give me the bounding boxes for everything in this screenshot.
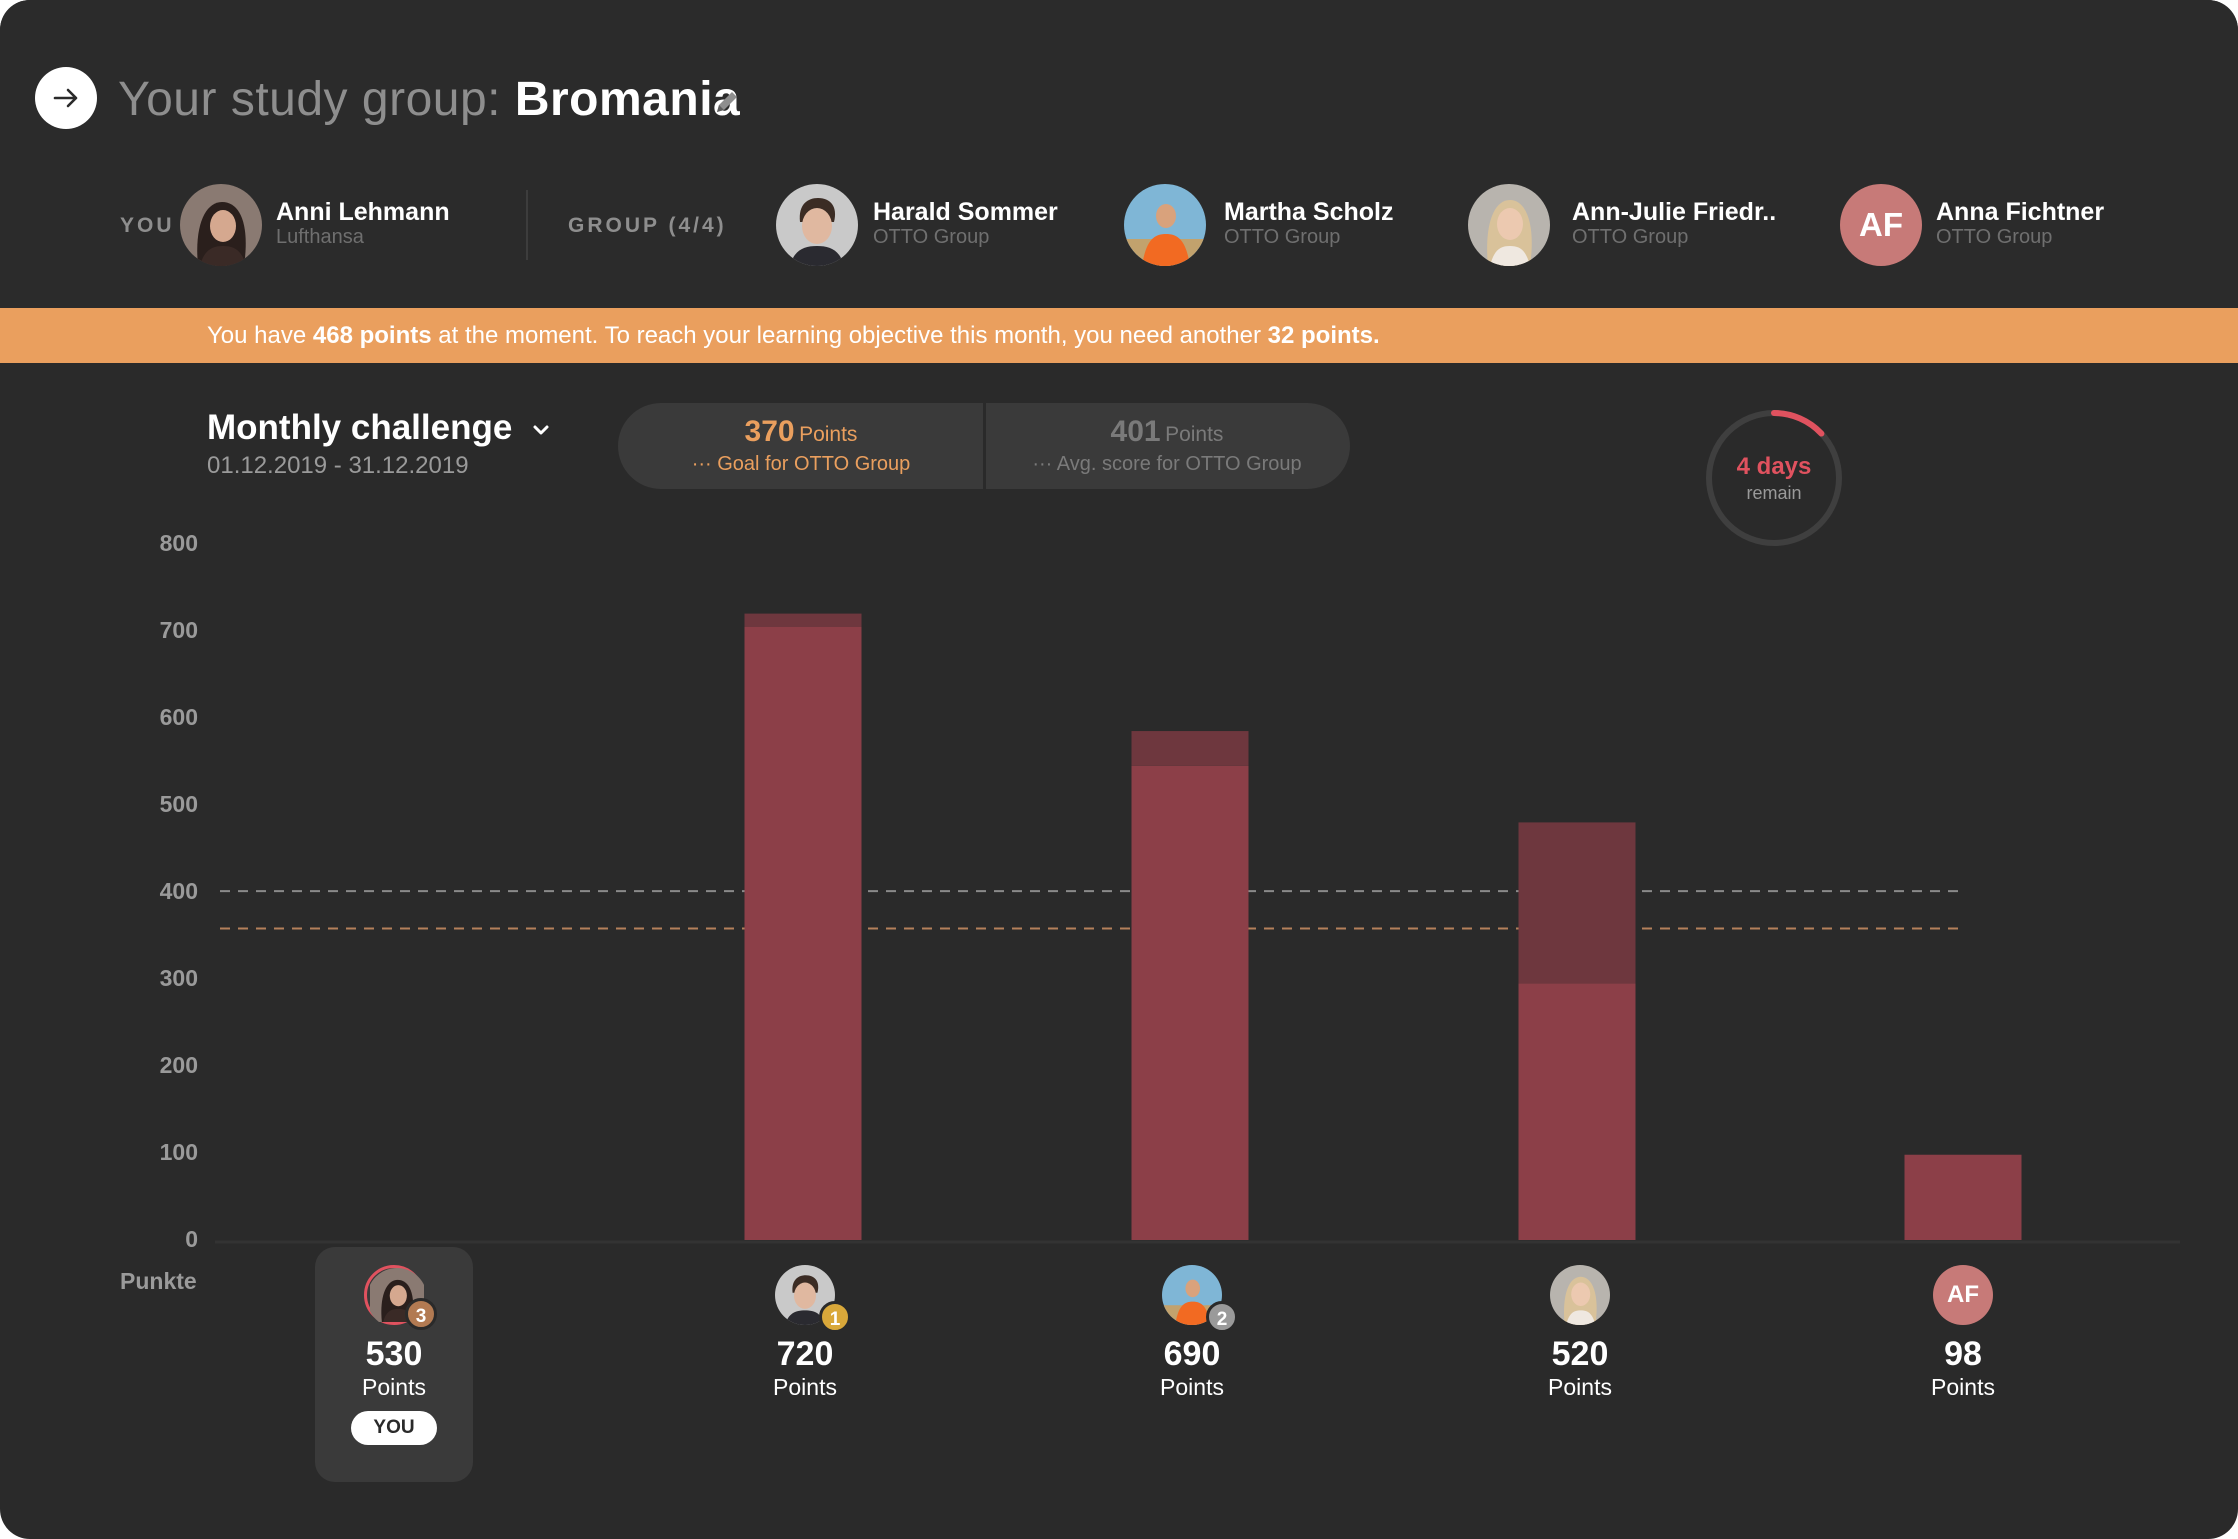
y-tick-label: 0 <box>185 1226 198 1252</box>
divider <box>526 190 528 260</box>
avatar[interactable] <box>776 184 858 266</box>
goal-stat[interactable]: 370 Points ··· Goal for OTTO Group <box>618 415 984 476</box>
bar-chart <box>215 613 2180 1244</box>
y-tick-label: 200 <box>159 1052 198 1078</box>
member-name: Anna Fichtner <box>1936 198 2105 226</box>
dotted-line-icon: ··· <box>1032 453 1053 475</box>
player-card[interactable]: 1 720 Points <box>715 1265 895 1401</box>
player-card[interactable]: 3 530 Points YOU <box>304 1265 484 1445</box>
y-tick-label: 700 <box>159 617 198 643</box>
avatar: 1 <box>775 1265 851 1333</box>
avatar[interactable]: AF <box>1840 184 1922 266</box>
player-points-unit: Points <box>1931 1374 1995 1400</box>
rank-badge: 2 <box>1206 1301 1238 1333</box>
y-tick-label: 500 <box>159 791 198 817</box>
avatar: AF <box>1933 1265 1993 1325</box>
header: Your study group: Bromania YOU Anni Lehm… <box>0 0 2238 308</box>
group-label: GROUP (4/4) <box>568 214 727 237</box>
player-points-unit: Points <box>773 1374 837 1400</box>
member-org: Lufthansa <box>276 226 364 248</box>
avatar <box>1550 1265 1610 1325</box>
bar-base[interactable] <box>1904 1154 2022 1240</box>
bar-base[interactable] <box>744 626 862 1240</box>
y-tick-label: 100 <box>159 1139 198 1165</box>
goal-value: 370 <box>744 415 795 448</box>
player-points-unit: Points <box>362 1374 426 1400</box>
dotted-line-icon: ··· <box>691 453 712 475</box>
avg-unit: Points <box>1165 423 1224 446</box>
banner-points-now: 468 points <box>312 322 432 349</box>
bar-top-segment[interactable] <box>1518 822 1636 984</box>
y-tick-label: 300 <box>159 965 198 991</box>
goal-unit: Points <box>799 423 858 446</box>
chevron-down-icon <box>533 425 549 435</box>
banner-text: at the moment. To reach your learning ob… <box>431 322 1268 349</box>
member-org: OTTO Group <box>1224 226 1341 248</box>
banner-text: You have <box>207 322 313 349</box>
avatar: 3 <box>364 1265 437 1330</box>
goal-desc: Goal for OTTO Group <box>717 453 911 475</box>
members-bar: YOU Anni Lehmann Lufthansa GROUP (4/4) <box>0 180 2238 272</box>
divider <box>983 403 986 489</box>
bar-base[interactable] <box>1131 765 1249 1240</box>
bar-base[interactable] <box>1518 983 1636 1240</box>
back-button[interactable] <box>35 67 97 129</box>
player-card[interactable]: AF 98 Points <box>1873 1265 2053 1401</box>
player-points: 530 <box>365 1335 423 1373</box>
rank-badge: 3 <box>405 1298 437 1330</box>
player-card[interactable]: 520 Points <box>1490 1265 1670 1401</box>
rank-badge: 1 <box>819 1301 851 1333</box>
avatar-initials: AF <box>1859 206 1903 243</box>
member-org: OTTO Group <box>1572 226 1689 248</box>
avatar-initials: AF <box>1947 1281 1979 1308</box>
title-prefix: Your study group: <box>118 73 501 126</box>
player-points: 690 <box>1163 1335 1221 1373</box>
arrow-right-icon <box>53 88 78 108</box>
avg-value: 401 <box>1110 415 1161 448</box>
countdown-remain: remain <box>1746 483 1802 503</box>
countdown: 4 days remain <box>1704 408 1844 548</box>
member-org: OTTO Group <box>873 226 990 248</box>
member-name: Ann-Julie Friedr.. <box>1572 198 1777 226</box>
pencil-icon[interactable] <box>710 85 744 119</box>
y-axis-label: Punkte <box>120 1268 197 1294</box>
points-banner: You have 468 points at the moment. To re… <box>0 308 2238 363</box>
group-name: Bromania <box>514 73 741 126</box>
bar-top-segment[interactable] <box>1131 731 1249 766</box>
challenge-dropdown[interactable]: Monthly challenge <box>207 408 552 448</box>
countdown-ring <box>1706 410 1842 546</box>
bar-top-segment[interactable] <box>744 613 862 627</box>
you-label: YOU <box>120 214 175 237</box>
player-points: 520 <box>1551 1335 1609 1373</box>
player-points: 720 <box>776 1335 834 1373</box>
countdown-days: 4 days <box>1736 453 1812 480</box>
y-tick-label: 400 <box>159 878 198 904</box>
stats-pill: 370 Points ··· Goal for OTTO Group 401 P… <box>618 403 1350 489</box>
avatar[interactable] <box>1468 184 1550 266</box>
challenge-title: Monthly challenge <box>207 408 513 447</box>
banner-points-needed: 32 points. <box>1267 322 1380 349</box>
member-name: Anni Lehmann <box>276 198 450 226</box>
avg-stat[interactable]: 401 Points ··· Avg. score for OTTO Group <box>984 415 1350 476</box>
avatar: 2 <box>1162 1265 1238 1333</box>
player-points-unit: Points <box>1548 1374 1612 1400</box>
player-points: 98 <box>1944 1335 1982 1373</box>
avatar[interactable] <box>180 184 262 266</box>
player-points-unit: Points <box>1160 1374 1224 1400</box>
player-card[interactable]: 2 690 Points <box>1102 1265 1282 1401</box>
challenge-dates: 01.12.2019 - 31.12.2019 <box>207 452 469 479</box>
countdown-progress <box>1706 410 1842 546</box>
y-tick-label: 600 <box>159 704 198 730</box>
you-badge: YOU <box>351 1411 437 1445</box>
member-name: Martha Scholz <box>1224 198 1394 226</box>
avg-desc: Avg. score for OTTO Group <box>1056 453 1302 475</box>
page-title: Your study group: Bromania <box>118 72 740 127</box>
member-name: Harald Sommer <box>873 198 1058 226</box>
y-tick-label: 800 <box>159 530 198 556</box>
member-org: OTTO Group <box>1936 226 2053 248</box>
avatar[interactable] <box>1124 184 1206 266</box>
